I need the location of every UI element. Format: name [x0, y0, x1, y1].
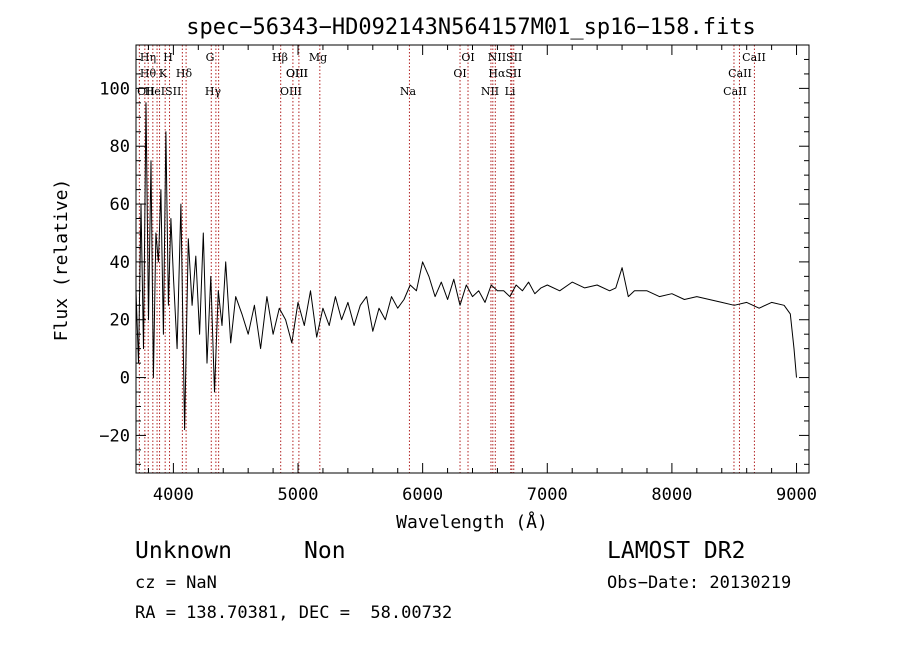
y-axis-label: Flux (relative) [51, 179, 72, 342]
line-label-2-4: Na [400, 85, 417, 98]
line-label-0-6: NIISII [488, 51, 523, 64]
line-label-1-6: HαSII [488, 67, 521, 80]
observation-date: Obs−Date: 20130219 [607, 573, 792, 593]
line-label-0-3: Hβ [272, 51, 288, 64]
x-tick-label-4: 8000 [651, 485, 692, 505]
x-axis-label: Wavelength (Å) [396, 511, 548, 533]
redshift-cz: cz = NaN [135, 573, 217, 593]
object-subclass: Non [304, 538, 346, 564]
y-tick-label-4: 60 [110, 195, 130, 215]
emission-line-markers [138, 45, 755, 473]
x-tick-label-1: 5000 [278, 485, 319, 505]
x-tick-label-3: 7000 [527, 485, 568, 505]
survey-name: LAMOST DR2 [607, 538, 746, 564]
line-label-0-2: G [206, 51, 215, 64]
chart-title: spec−56343−HD092143N564157M01_sp16−158.f… [186, 15, 756, 40]
plot-frame [135, 44, 810, 474]
y-tick-label-6: 100 [99, 79, 130, 99]
y-axis: −20 0 20 40 60 80 100 [99, 58, 809, 465]
line-label-2-5: NII [481, 85, 499, 98]
spectrum-line-0 [135, 102, 797, 431]
y-tick-label-5: 80 [110, 137, 130, 157]
coordinates: RA = 138.70381, DEC = 58.00732 [135, 603, 453, 623]
line-label-0-1: H [163, 51, 173, 64]
x-tick-label-2: 6000 [402, 485, 443, 505]
line-label-2-3: OIII [280, 85, 302, 98]
y-tick-label-1: 0 [120, 369, 130, 389]
line-label-1-5: OI [453, 67, 466, 80]
line-label-1-2: Hδ [176, 67, 193, 80]
line-label-0-0: Hη [140, 51, 156, 64]
y-tick-label-2: 20 [110, 311, 130, 331]
line-label-1-4: OIII [286, 67, 308, 80]
emission-line-labels: Hη H G Hβ Mg OI NIISII CaII Hθ K Hδ OIII OIII OI HαSII… [137, 51, 766, 98]
object-class: Unknown [135, 538, 232, 564]
line-label-2-6: Li [505, 85, 516, 98]
line-label-1-7: CaII [728, 67, 752, 80]
line-label-0-7: CaII [742, 51, 766, 64]
y-tick-label-0: −20 [99, 426, 130, 446]
x-axis: 4000 5000 6000 7000 8000 9000 [147, 45, 817, 505]
x-tick-label-5: 9000 [776, 485, 817, 505]
line-label-2-2: Hγ [205, 85, 222, 98]
line-label-1-3: OIII [286, 67, 308, 80]
line-label-1-1: K [159, 67, 168, 80]
spectrum-series [135, 102, 797, 431]
line-label-0-4: Mg [309, 51, 327, 64]
line-label-1-0: Hθ [140, 67, 157, 80]
line-label-2-7: CaII [723, 85, 747, 98]
y-tick-label-3: 40 [110, 253, 130, 273]
line-label-0-5: OI [461, 51, 474, 64]
line-label-2-1: HeISII [145, 85, 182, 98]
x-tick-label-0: 4000 [153, 485, 194, 505]
